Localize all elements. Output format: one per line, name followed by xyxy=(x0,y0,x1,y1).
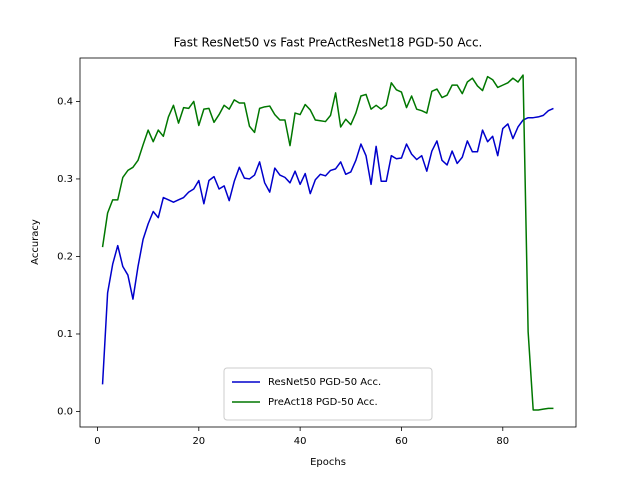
y-axis-label: Accuracy xyxy=(30,219,41,265)
x-tick-label: 80 xyxy=(496,436,509,447)
plot-frame xyxy=(79,57,577,428)
x-tick-label: 40 xyxy=(294,436,307,447)
y-tick-label: 0.3 xyxy=(57,174,73,185)
chart-title: Fast ResNet50 vs Fast PreActResNet18 PGD… xyxy=(174,36,483,50)
y-tick-label: 0.0 xyxy=(57,406,73,417)
legend-label: ResNet50 PGD-50 Acc. xyxy=(268,377,381,388)
x-tick-label: 0 xyxy=(94,436,100,447)
x-tick-label: 60 xyxy=(395,436,408,447)
x-tick-label: 20 xyxy=(192,436,205,447)
y-tick-label: 0.1 xyxy=(57,329,73,340)
legend-box xyxy=(223,367,433,421)
x-axis-label: Epochs xyxy=(310,457,346,468)
series-line xyxy=(101,74,554,411)
y-tick-label: 0.4 xyxy=(57,96,73,107)
legend-label: PreAct18 PGD-50 Acc. xyxy=(268,397,378,408)
series-line xyxy=(101,107,554,385)
y-tick-label: 0.2 xyxy=(57,251,73,262)
